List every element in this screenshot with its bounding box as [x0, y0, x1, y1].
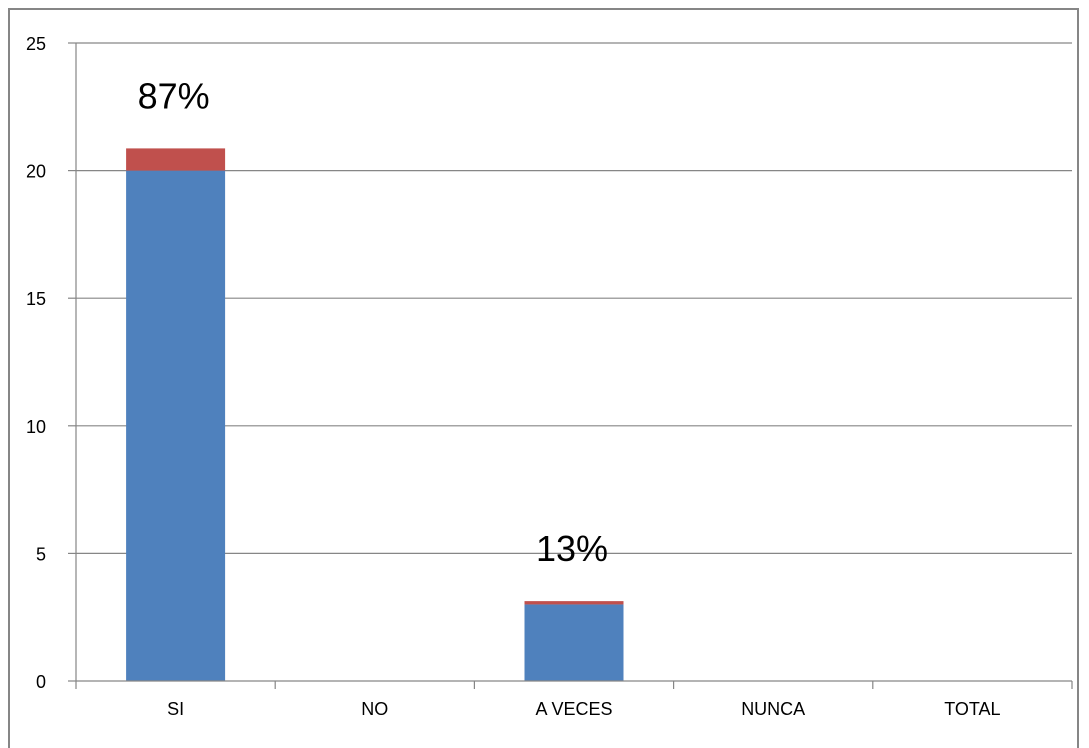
bars: [126, 148, 624, 681]
x-tick-label: NUNCA: [741, 699, 805, 719]
y-tick-label: 25: [26, 34, 46, 54]
y-tick-label: 0: [36, 672, 46, 692]
y-tick-label: 20: [26, 162, 46, 182]
labels: 87% 13%: [138, 75, 608, 569]
bar-segment: [126, 148, 226, 171]
y-tick-label: 15: [26, 289, 46, 309]
x-tick-label: SI: [167, 699, 184, 719]
bar-segment: [126, 170, 226, 681]
x-tick-label: TOTAL: [944, 699, 1000, 719]
data-label: 13%: [536, 528, 608, 569]
chart-frame: [8, 8, 1079, 748]
bar-segment: [524, 601, 624, 605]
y-tick-label: 5: [36, 544, 46, 564]
y-tick-label: 10: [26, 417, 46, 437]
data-label: 87%: [138, 75, 210, 116]
x-tick-label: A VECES: [535, 699, 612, 719]
axes: 0 5 10 15 20 25 SI NO A VECES NUNCA TOTAL: [26, 34, 1073, 719]
bar-segment: [524, 604, 624, 681]
gridlines: [76, 42, 1072, 555]
x-tick-label: NO: [361, 699, 388, 719]
